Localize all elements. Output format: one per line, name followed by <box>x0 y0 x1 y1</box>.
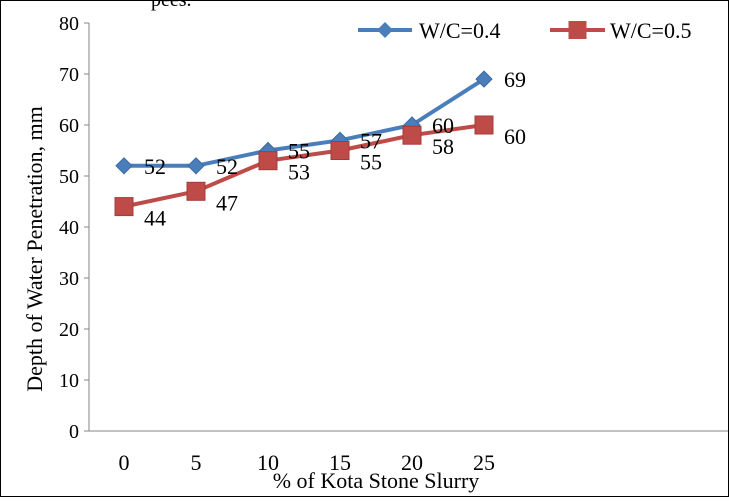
x-tick-label: 20 <box>401 450 423 475</box>
legend-label-2: W/C=0.5 <box>610 18 691 43</box>
y-tick-label: 10 <box>59 370 79 392</box>
data-label: 47 <box>216 190 238 215</box>
y-tick-label: 40 <box>59 217 79 239</box>
data-label: 52 <box>144 154 166 179</box>
series-line-1 <box>124 77 486 168</box>
y-tick-label: 20 <box>59 319 79 341</box>
data-label: 60 <box>504 124 526 149</box>
data-label: 53 <box>288 160 310 185</box>
x-tick-label: 0 <box>119 450 130 475</box>
x-tick-label: 25 <box>473 450 495 475</box>
legend: W/C=0.4 W/C=0.5 <box>358 18 691 43</box>
data-point-square <box>402 125 422 145</box>
legend-label-1: W/C=0.4 <box>419 18 500 43</box>
data-point-square <box>474 115 494 135</box>
data-label: 52 <box>216 154 238 179</box>
data-label: 44 <box>144 206 166 231</box>
y-tick-label: 70 <box>59 64 79 86</box>
legend-marker-diamond <box>377 22 393 38</box>
data-point-square <box>186 181 206 201</box>
series-markers <box>114 70 494 217</box>
series-lines <box>123 77 486 209</box>
y-axis-label: Depth of Water Penetration, mm <box>22 106 47 392</box>
data-label: 58 <box>432 134 454 159</box>
y-tick-label: 50 <box>59 166 79 188</box>
data-point-square <box>114 197 134 217</box>
data-label: 55 <box>360 150 382 175</box>
y-tick-label: 0 <box>69 421 79 443</box>
data-point-square <box>330 141 350 160</box>
caption-fragment: pees. <box>151 0 192 11</box>
y-tick-label: 30 <box>59 268 79 290</box>
x-axis-label: % of Kota Stone Slurry <box>273 468 480 493</box>
data-label: 60 <box>432 113 454 138</box>
x-tick-label: 15 <box>329 450 351 475</box>
data-label: 69 <box>504 67 526 92</box>
legend-marker-square <box>568 21 587 39</box>
x-tick-label: 5 <box>191 450 202 475</box>
axes: 0 10 20 30 40 50 60 70 80 0 5 10 15 20 25 <box>59 13 728 475</box>
x-tick-label: 10 <box>257 450 279 475</box>
y-tick-label: 60 <box>59 115 79 137</box>
series-line-2 <box>123 123 485 209</box>
data-point-diamond <box>115 157 133 175</box>
data-point-square <box>258 151 278 171</box>
y-tick-label: 80 <box>59 13 79 35</box>
data-point-diamond <box>187 157 205 175</box>
data-point-diamond <box>475 70 493 88</box>
data-label: 55 <box>288 139 310 164</box>
data-label: 57 <box>360 128 382 153</box>
